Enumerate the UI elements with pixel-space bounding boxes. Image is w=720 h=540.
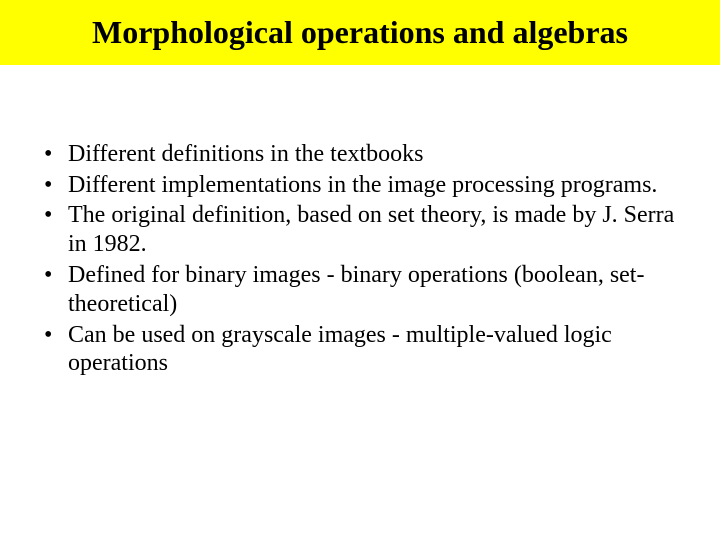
list-item: Can be used on grayscale images - multip… (40, 321, 680, 379)
slide: Morphological operations and algebras Di… (0, 0, 720, 540)
title-band: Morphological operations and algebras (0, 0, 720, 65)
list-item: Defined for binary images - binary opera… (40, 261, 680, 319)
body-area: Different definitions in the textbooks D… (0, 65, 720, 378)
list-item: Different definitions in the textbooks (40, 140, 680, 169)
bullet-list: Different definitions in the textbooks D… (40, 140, 680, 378)
slide-title: Morphological operations and algebras (28, 14, 692, 51)
list-item: Different implementations in the image p… (40, 171, 680, 200)
list-item: The original definition, based on set th… (40, 201, 680, 259)
